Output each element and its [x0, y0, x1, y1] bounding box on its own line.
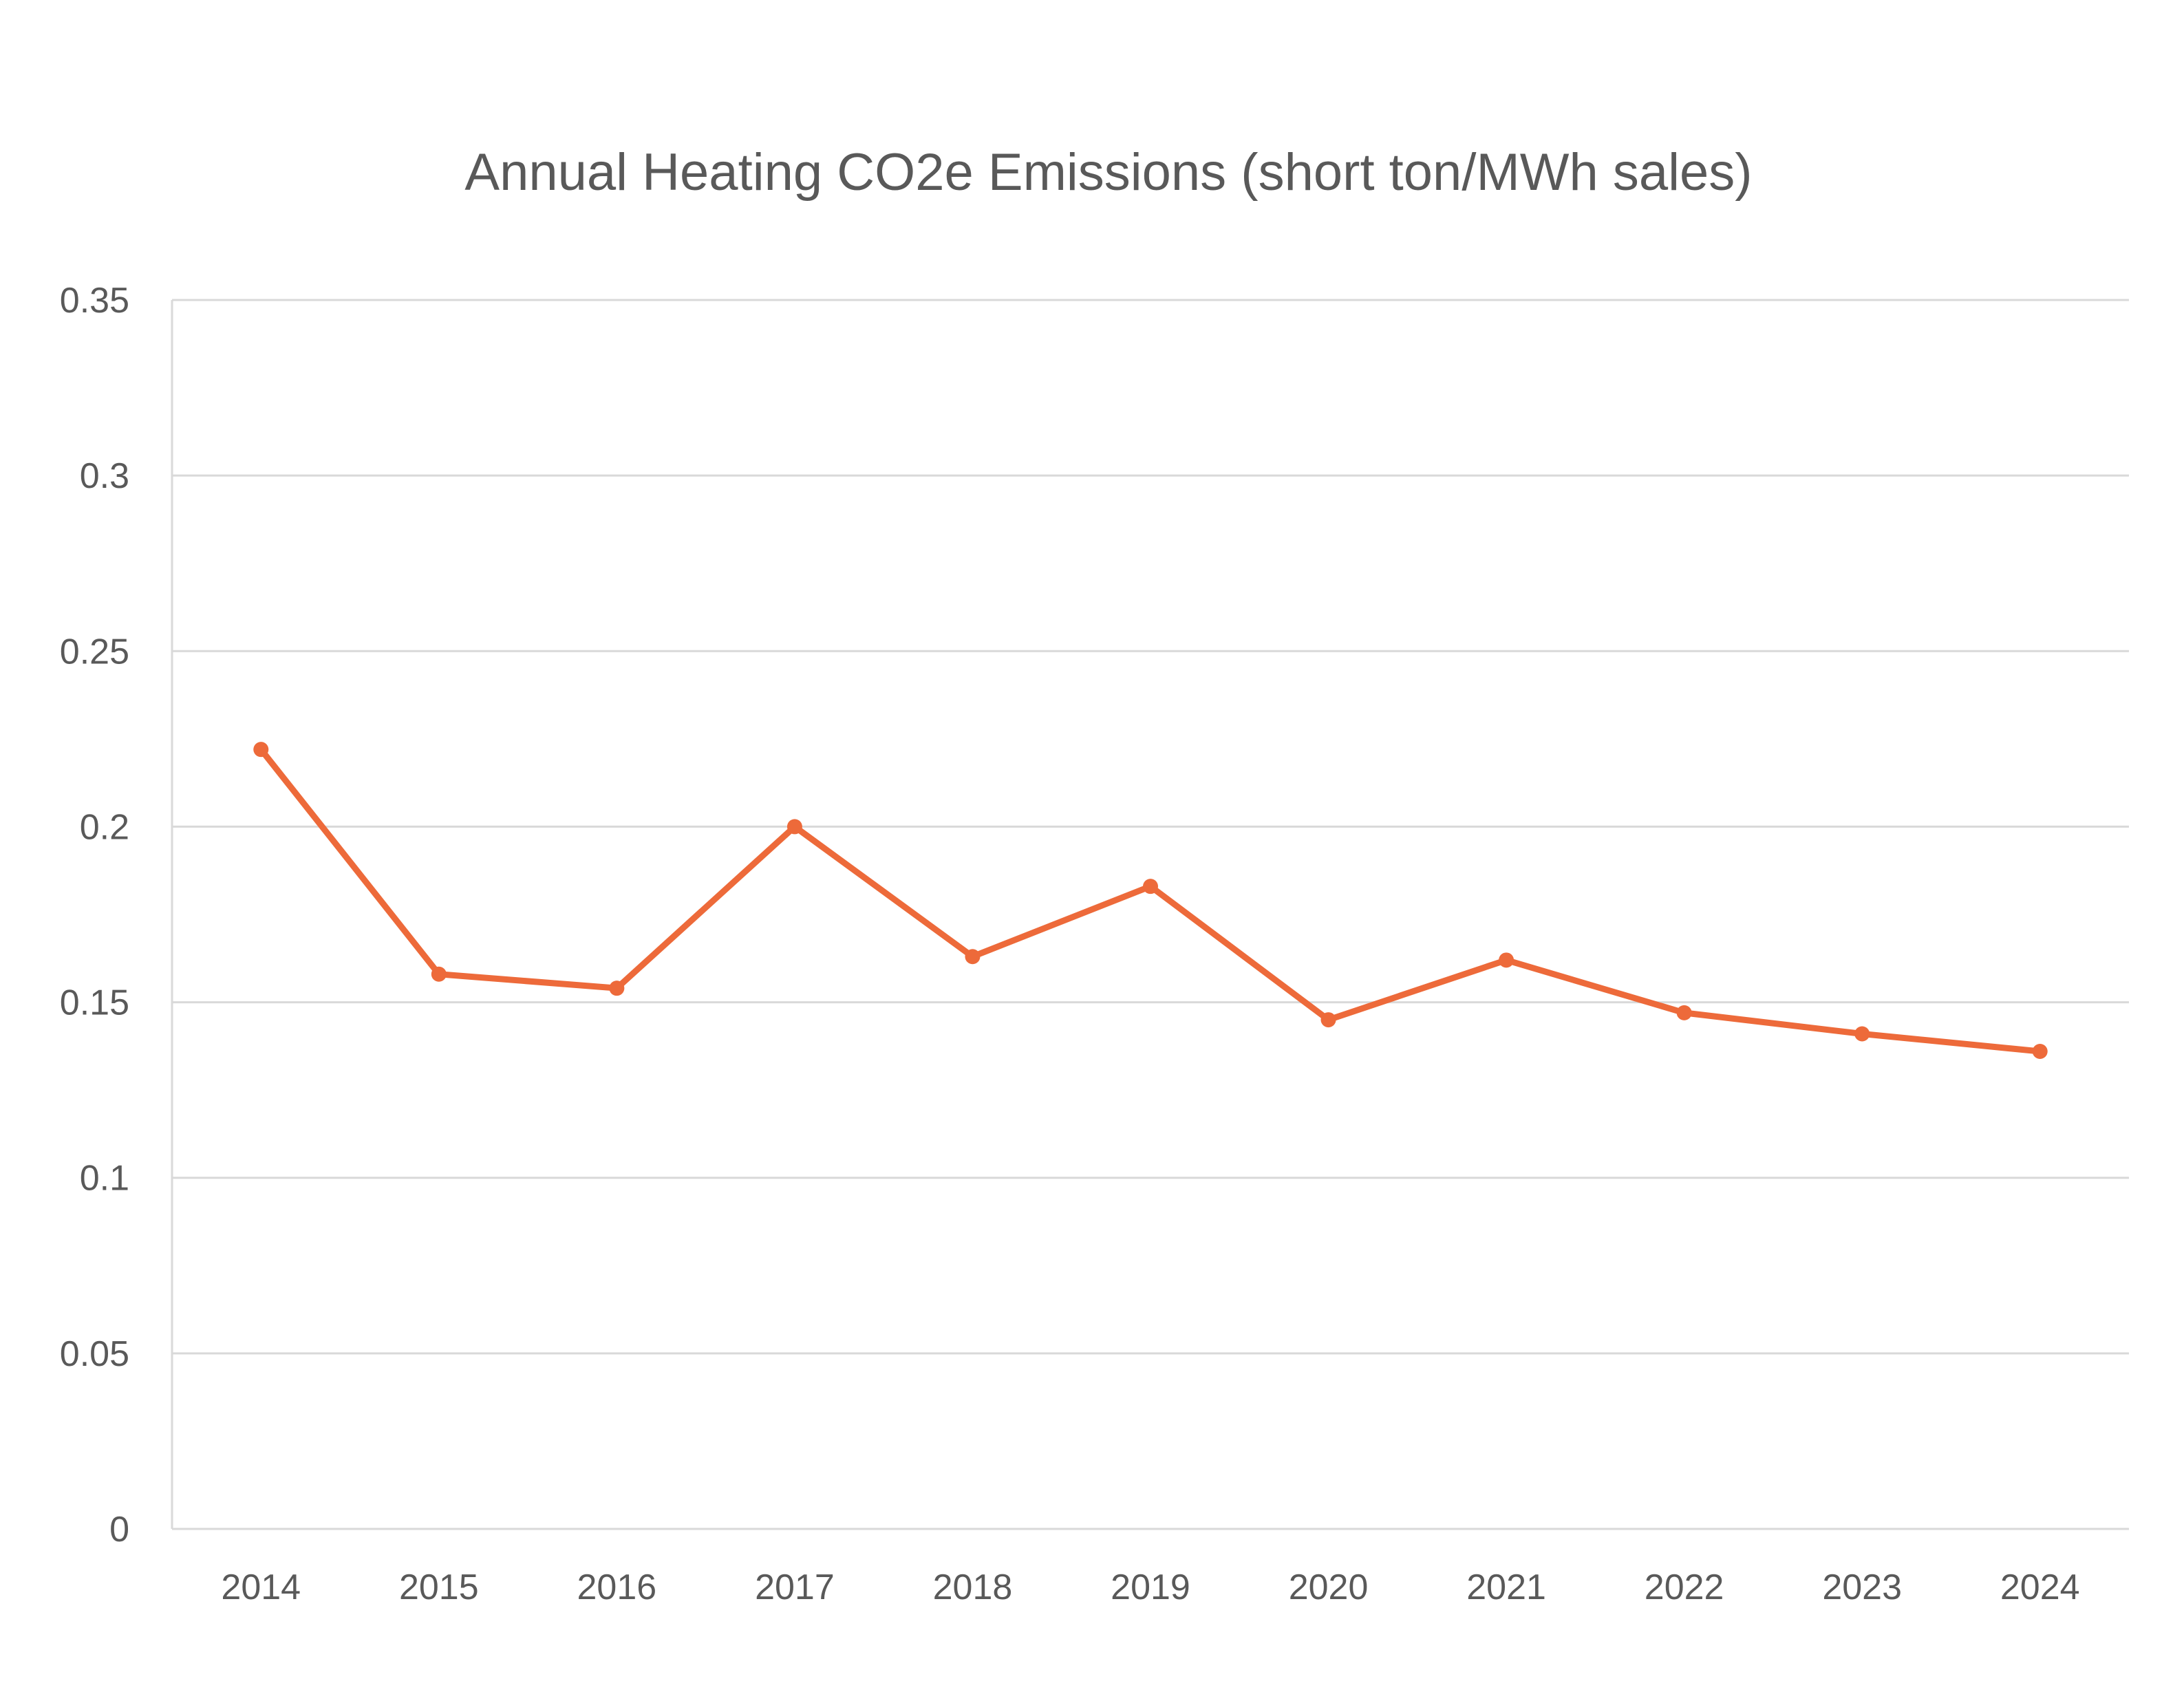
- x-tick-label: 2022: [1645, 1567, 1724, 1607]
- data-point: [786, 819, 802, 835]
- data-point: [1499, 952, 1514, 968]
- data-point: [1676, 1005, 1692, 1020]
- data-point: [431, 966, 447, 982]
- y-tick-label: 0.05: [60, 1334, 129, 1374]
- y-tick-label: 0.25: [60, 632, 129, 672]
- chart-title: Annual Heating CO2e Emissions (short ton…: [464, 143, 1752, 202]
- gridlines: [172, 299, 2129, 1355]
- x-tick-label: 2014: [221, 1567, 301, 1607]
- data-point: [253, 742, 269, 758]
- data-series: [253, 742, 2048, 1060]
- x-axis-tick-labels: 2014 2015 2016 2017 2018 2019 2020 2021 2022 2023…: [221, 1567, 2079, 1607]
- axes: [171, 300, 2129, 1530]
- y-axis-tick-labels: 0 0.05 0.1 0.15 0.2 0.25 0.3 0.35: [60, 281, 129, 1550]
- data-point: [1143, 879, 1158, 895]
- data-point: [1320, 1012, 1336, 1028]
- x-tick-label: 2015: [399, 1567, 479, 1607]
- y-tick-label: 0.3: [80, 456, 129, 496]
- x-tick-label: 2017: [755, 1567, 835, 1607]
- y-tick-label: 0.2: [80, 807, 129, 847]
- x-tick-label: 2023: [1822, 1567, 1902, 1607]
- y-tick-label: 0: [109, 1510, 129, 1550]
- x-tick-label: 2016: [577, 1567, 657, 1607]
- x-tick-label: 2021: [1466, 1567, 1546, 1607]
- data-point: [2032, 1044, 2048, 1060]
- y-tick-label: 0.15: [60, 983, 129, 1023]
- y-tick-label: 0.35: [60, 281, 129, 321]
- data-point: [1854, 1026, 1870, 1042]
- x-tick-label: 2020: [1289, 1567, 1369, 1607]
- data-point: [965, 949, 981, 965]
- data-point: [609, 981, 625, 996]
- x-tick-label: 2024: [2000, 1567, 2080, 1607]
- y-tick-label: 0.1: [80, 1159, 129, 1199]
- x-tick-label: 2019: [1111, 1567, 1190, 1607]
- x-tick-label: 2018: [933, 1567, 1013, 1607]
